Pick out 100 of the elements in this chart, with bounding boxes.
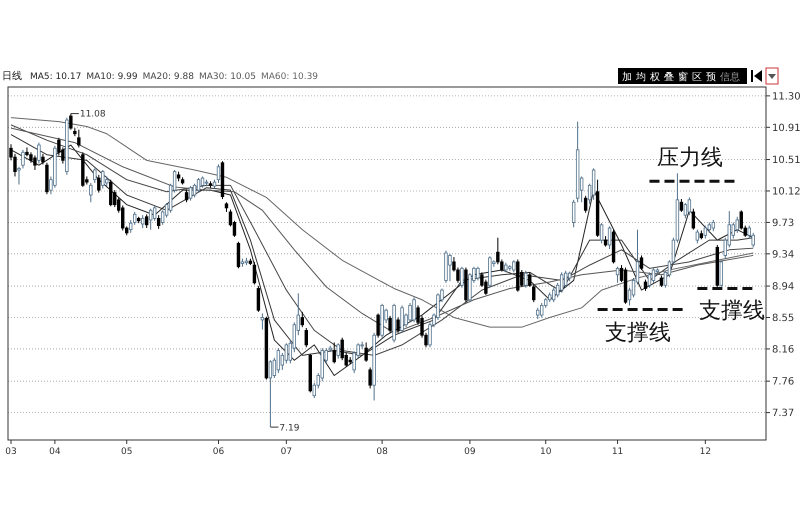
candlestick bbox=[304, 327, 308, 348]
text: 窗 bbox=[678, 71, 688, 83]
candlestick bbox=[560, 272, 564, 294]
x-tick-label: 07 bbox=[280, 447, 292, 457]
candlestick bbox=[524, 270, 528, 288]
x-tick-label: 05 bbox=[120, 447, 132, 457]
candlestick bbox=[148, 208, 152, 230]
candlestick bbox=[604, 236, 608, 248]
candlestick bbox=[176, 171, 180, 182]
candlestick bbox=[684, 202, 688, 219]
candlestick bbox=[552, 287, 556, 303]
candlestick bbox=[368, 366, 372, 389]
candlestick bbox=[408, 302, 412, 323]
candlestick bbox=[548, 292, 552, 303]
candlestick bbox=[660, 275, 664, 288]
candlestick bbox=[300, 311, 304, 328]
x-tick-label: 12 bbox=[700, 447, 712, 457]
candlestick bbox=[101, 170, 104, 190]
candlestick bbox=[144, 214, 148, 229]
text: 区 bbox=[692, 72, 702, 83]
text: MA30: 10.05 bbox=[198, 72, 256, 82]
chart-title: 日线 bbox=[2, 70, 22, 82]
candlestick bbox=[600, 222, 604, 244]
y-tick-label: 7.76 bbox=[772, 376, 794, 388]
candlestick bbox=[332, 342, 336, 364]
candlestick bbox=[41, 153, 45, 165]
candlestick bbox=[696, 229, 700, 244]
candlestick bbox=[564, 270, 568, 288]
y-tick-label: 10.51 bbox=[772, 155, 800, 166]
candlestick bbox=[200, 176, 204, 188]
candlestick bbox=[256, 286, 260, 312]
candlestick bbox=[276, 348, 280, 374]
candlestick bbox=[396, 317, 400, 334]
y-tick-label: 9.34 bbox=[772, 249, 794, 260]
y-tick-label: 8.55 bbox=[772, 313, 794, 324]
candlestick bbox=[476, 266, 480, 281]
candlestick bbox=[156, 214, 160, 230]
candlestick bbox=[93, 168, 96, 184]
candlestick bbox=[720, 260, 724, 288]
candlestick bbox=[692, 208, 696, 230]
candlestick bbox=[512, 260, 516, 273]
candlestick bbox=[97, 174, 100, 194]
text: MA5: 10.17 bbox=[30, 72, 82, 82]
candlestick bbox=[540, 302, 544, 318]
y-tick-label: 8.16 bbox=[772, 344, 794, 356]
candlestick bbox=[460, 266, 464, 288]
annotation: 11.08 bbox=[80, 110, 106, 120]
x-tick-label: 06 bbox=[212, 447, 224, 457]
text: MA10: 9.99 bbox=[86, 72, 138, 82]
x-tick-label: 10 bbox=[540, 447, 552, 457]
text: MA20: 9.88 bbox=[142, 72, 194, 82]
text: 预 bbox=[706, 72, 716, 83]
candlestick bbox=[652, 268, 656, 284]
text: 叠 bbox=[664, 72, 674, 83]
annotation: 7.19 bbox=[279, 423, 300, 434]
candlestick bbox=[704, 225, 708, 240]
candlestick bbox=[568, 271, 572, 282]
candlestick bbox=[688, 196, 692, 216]
candlestick bbox=[69, 113, 73, 130]
candlestick bbox=[140, 214, 144, 229]
candlestick bbox=[252, 261, 256, 285]
candlestick bbox=[336, 342, 340, 360]
x-tick-label: 03 bbox=[5, 447, 17, 457]
annotation: 压力线 bbox=[657, 146, 723, 171]
candlestick bbox=[680, 198, 684, 212]
x-tick-label: 09 bbox=[464, 447, 476, 457]
candlestick bbox=[268, 360, 272, 428]
candlestick bbox=[188, 186, 192, 202]
candlestick bbox=[224, 202, 228, 212]
candlestick bbox=[572, 199, 576, 228]
candlestick bbox=[29, 152, 33, 164]
candlestick bbox=[77, 129, 81, 148]
candlestick bbox=[448, 253, 452, 282]
candlestick bbox=[184, 188, 188, 203]
candlestick bbox=[400, 304, 404, 334]
text: 加 bbox=[622, 71, 632, 83]
text: 均 bbox=[635, 71, 646, 83]
annotation: 支撑线 bbox=[699, 298, 765, 324]
text: MA60: 10.39 bbox=[260, 72, 318, 82]
candlestick bbox=[57, 137, 61, 156]
x-tick-label: 04 bbox=[49, 447, 61, 457]
candlestick bbox=[616, 266, 620, 284]
candlestick bbox=[376, 312, 380, 338]
y-tick-label: 10.12 bbox=[772, 186, 800, 198]
candlestick bbox=[37, 142, 41, 164]
text: 权 bbox=[649, 71, 660, 83]
candlestick bbox=[152, 206, 156, 222]
candlestick bbox=[364, 342, 368, 362]
candlestick bbox=[17, 166, 21, 186]
annotation: 支撑线 bbox=[605, 320, 671, 346]
candlestick bbox=[260, 312, 264, 330]
candlestick bbox=[33, 155, 37, 171]
candlestick bbox=[712, 219, 716, 232]
candlestick bbox=[109, 179, 112, 207]
y-tick-label: 11.30 bbox=[772, 91, 800, 102]
candlestick bbox=[584, 195, 588, 214]
candlestick bbox=[388, 315, 392, 334]
candlestick bbox=[644, 279, 648, 292]
candlestick bbox=[536, 307, 540, 320]
x-tick-label: 11 bbox=[612, 447, 624, 457]
